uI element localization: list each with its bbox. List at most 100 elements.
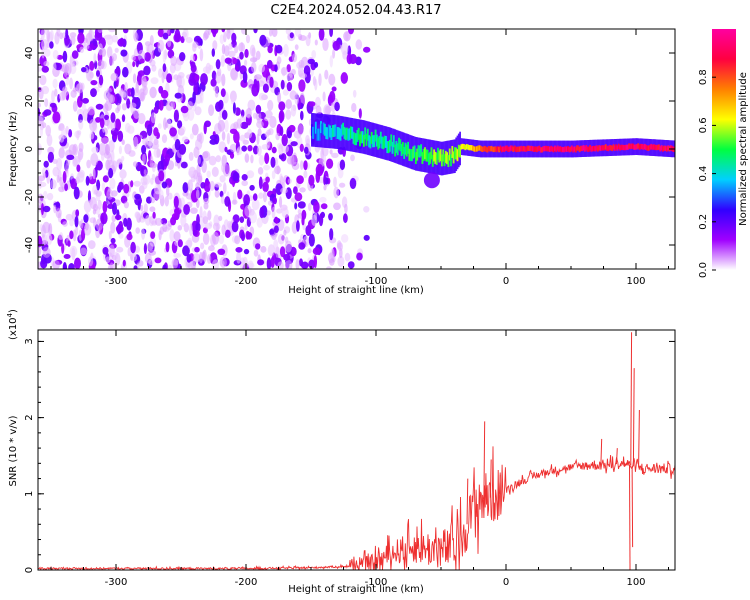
spectrogram-ridge-core	[421, 151, 424, 164]
spectrogram-noise-cell	[291, 154, 295, 167]
spectrogram-noise-cell	[207, 29, 211, 36]
spectrogram-noise-cell	[249, 57, 258, 63]
spectrogram-noise-cell	[332, 40, 340, 51]
spectrogram-noise-cell	[307, 58, 315, 65]
spectrogram-noise-cell	[267, 45, 273, 54]
spectrogram-x-axis-label: Height of straight line (km)	[288, 285, 424, 296]
spectrogram-ridge-core	[451, 146, 454, 158]
spectrogram-ridge-core	[313, 126, 316, 139]
spectrogram-noise-cell	[56, 157, 63, 171]
spectrogram-noise-cell	[49, 30, 54, 41]
spectrogram-noise-cell	[115, 214, 122, 220]
spectrogram-noise-cell	[192, 253, 201, 263]
spectrogram-noise-cell	[162, 63, 167, 73]
spectrogram-ridge-core	[530, 145, 533, 152]
spectrogram-noise-cell	[281, 207, 289, 218]
spectrogram-noise-cell	[299, 35, 307, 41]
spectrogram-noise-cell	[245, 108, 251, 118]
spectrogram-noise-cell	[266, 210, 271, 216]
spectrogram-noise-cell	[294, 192, 303, 202]
spectrogram-noise-cell	[93, 203, 98, 212]
snr-spike	[616, 448, 618, 465]
spectrogram-ridge-core	[638, 144, 641, 150]
spectrogram-ridge-core	[502, 146, 504, 152]
spectrogram-noise-cell	[244, 59, 248, 67]
spectrogram-noise-cell	[200, 242, 205, 250]
spectrogram-ridge-core	[656, 144, 659, 151]
snr-spike	[632, 368, 635, 467]
spectrogram-noise-cell	[142, 153, 146, 165]
spectrogram-ridge-core	[508, 146, 511, 152]
spectrogram-noise-cell	[110, 237, 116, 244]
spectrogram-noise-cell	[329, 29, 333, 38]
spectrogram-noise-cell	[236, 146, 243, 155]
spectrogram-noise-cell	[101, 48, 107, 57]
spectrogram-ridge-core	[493, 146, 495, 153]
spectrogram-noise-cell	[209, 139, 218, 145]
spectrogram-noise-cell	[269, 29, 273, 37]
spectrogram-noise-cell	[203, 180, 211, 193]
spectrogram-noise-cell	[267, 200, 273, 206]
snr-y-tick-label: 3	[24, 338, 35, 344]
spectrogram-noise-cell	[167, 39, 172, 48]
spectrogram-ridge-core	[483, 145, 486, 152]
spectrogram-ridge-core	[617, 143, 620, 149]
spectrogram-noise-cell	[127, 247, 132, 257]
spectrogram-noise-cell	[232, 171, 240, 182]
spectrogram-noise-cell	[104, 114, 109, 120]
spectrogram-noise-cell	[140, 204, 144, 212]
spectrogram-noise-cell	[153, 106, 159, 114]
spectrogram-noise-cell	[349, 177, 357, 190]
spectrogram-ridge-core	[408, 148, 411, 161]
spectrogram-noise-cell	[66, 154, 75, 160]
spectrogram-noise-cell	[89, 132, 95, 140]
spectrogram-noise-cell	[277, 261, 284, 269]
spectrogram-noise-cell	[118, 145, 122, 155]
spectrogram-ridge-core	[606, 145, 608, 151]
spectrogram-noise-cell	[85, 175, 90, 186]
spectrogram-noise-cell	[83, 223, 92, 236]
spectrogram-ridge-core	[669, 145, 672, 151]
spectrogram-noise-cell	[300, 261, 309, 269]
spectrogram-ridge-core	[438, 150, 441, 163]
spectrogram-noise-cell	[110, 221, 116, 234]
spectrogram-noise-cell	[347, 261, 355, 269]
spectrogram-noise-cell	[290, 141, 298, 147]
spectrogram-noise-cell	[88, 256, 94, 267]
snr-x-tick-label: -300	[105, 577, 128, 588]
spectrogram-x-tick-label: -200	[235, 276, 258, 287]
spectrogram-noise-cell	[281, 134, 288, 147]
spectrogram-ridge-core	[604, 144, 607, 150]
spectrogram-noise-cell	[308, 202, 312, 211]
spectrogram-ridge-core	[545, 145, 547, 151]
spectrogram-noise-cell	[185, 37, 193, 44]
snr-plot-area	[38, 330, 675, 570]
spectrogram-noise-cell	[86, 159, 91, 169]
spectrogram-x-tick-label: -300	[105, 276, 128, 287]
spectrogram-noise-cell	[271, 170, 276, 180]
spectrogram-ridge-core	[503, 146, 506, 152]
spectrogram-noise-cell	[41, 224, 46, 238]
spectrogram-noise-cell	[124, 143, 132, 155]
spectrogram-noise-cell	[279, 126, 284, 137]
spectrogram-ridge-core	[316, 128, 318, 141]
spectrogram-ridge-core	[415, 152, 417, 164]
spectrogram-noise-cell	[274, 165, 281, 175]
spectrogram-noise-cell	[332, 49, 336, 59]
spectrogram-noise-cell	[170, 216, 177, 226]
spectrogram-ridge-core	[519, 146, 521, 152]
spectrogram-noise-cell	[326, 266, 332, 269]
spectrogram-noise-cell	[109, 244, 115, 258]
spectrogram-noise-cell	[202, 66, 210, 74]
spectrogram-noise-cell	[212, 231, 220, 245]
spectrogram-x-tick-label: -100	[365, 276, 388, 287]
spectrogram-noise-cell	[252, 112, 257, 119]
spectrogram-ridge-core	[529, 145, 532, 152]
spectrogram-ridge-core	[552, 147, 555, 153]
spectrogram-noise-cell	[289, 32, 294, 39]
spectrogram-ridge-core	[437, 147, 439, 160]
spectrogram-ridge-core	[473, 146, 476, 152]
spectrogram-noise-cell	[137, 113, 146, 125]
spectrogram-y-tick-label: 0	[24, 146, 35, 152]
spectrogram-noise-cell	[120, 49, 128, 57]
